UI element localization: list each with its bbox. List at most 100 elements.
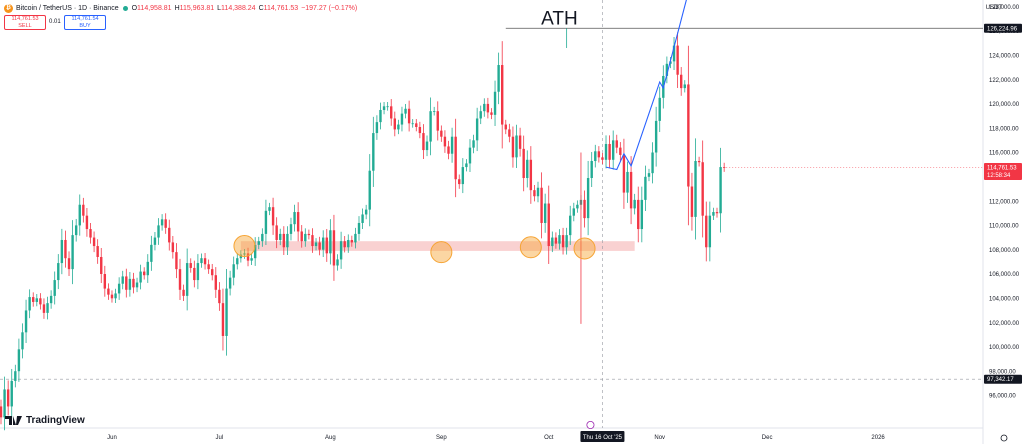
candle-body[interactable] xyxy=(71,235,74,270)
candle-body[interactable] xyxy=(440,130,443,137)
candle-body[interactable] xyxy=(576,204,579,209)
candle-body[interactable] xyxy=(483,103,486,112)
candle-body[interactable] xyxy=(110,294,114,299)
candle-body[interactable] xyxy=(357,222,361,234)
candle-body[interactable] xyxy=(228,277,232,289)
candle-body[interactable] xyxy=(203,258,207,265)
candle-body[interactable] xyxy=(719,167,722,214)
candle-body[interactable] xyxy=(32,297,35,302)
candle-body[interactable] xyxy=(715,212,719,214)
candle-body[interactable] xyxy=(128,278,132,290)
candle-body[interactable] xyxy=(117,283,121,294)
candle-body[interactable] xyxy=(282,233,286,248)
candle-body[interactable] xyxy=(311,235,314,247)
candle-body[interactable] xyxy=(307,233,311,236)
candle-body[interactable] xyxy=(236,258,239,265)
candle-body[interactable] xyxy=(243,253,246,255)
candle-body[interactable] xyxy=(526,159,529,179)
candle-body[interactable] xyxy=(289,224,293,234)
candle-body[interactable] xyxy=(354,233,357,243)
candle-body[interactable] xyxy=(465,163,468,168)
candle-body[interactable] xyxy=(146,261,149,276)
candle-body[interactable] xyxy=(536,187,540,197)
candle-body[interactable] xyxy=(386,106,389,108)
candle-body[interactable] xyxy=(275,225,278,240)
candle-body[interactable] xyxy=(89,229,92,238)
candle-body[interactable] xyxy=(411,123,414,125)
candle-body[interactable] xyxy=(619,147,622,155)
candle-body[interactable] xyxy=(565,235,568,248)
candle-body[interactable] xyxy=(436,111,439,131)
candle-body[interactable] xyxy=(590,161,593,179)
candle-body[interactable] xyxy=(347,239,350,248)
candle-body[interactable] xyxy=(160,219,164,226)
candle-body[interactable] xyxy=(153,237,157,245)
candle-body[interactable] xyxy=(665,63,669,76)
candle-body[interactable] xyxy=(60,239,64,264)
candle-body[interactable] xyxy=(53,280,56,296)
candle-body[interactable] xyxy=(601,157,604,160)
candle-body[interactable] xyxy=(193,267,196,281)
candle-body[interactable] xyxy=(10,380,13,407)
candle-body[interactable] xyxy=(375,122,379,134)
candle-body[interactable] xyxy=(608,143,611,160)
candle-body[interactable] xyxy=(293,212,296,225)
candle-body[interactable] xyxy=(296,212,300,232)
support-touch-marker[interactable] xyxy=(233,235,256,258)
event-marker-icon[interactable] xyxy=(586,420,595,429)
candle-body[interactable] xyxy=(304,233,307,242)
candle-body[interactable] xyxy=(490,112,493,115)
candle-body[interactable] xyxy=(461,167,465,185)
candle-body[interactable] xyxy=(261,233,264,242)
candle-body[interactable] xyxy=(121,276,124,284)
candle-body[interactable] xyxy=(640,199,644,230)
candle-body[interactable] xyxy=(325,237,328,254)
candle-body[interactable] xyxy=(622,154,626,193)
candle-body[interactable] xyxy=(454,136,457,180)
candle-body[interactable] xyxy=(447,146,450,154)
candle-body[interactable] xyxy=(78,204,81,226)
candle-body[interactable] xyxy=(604,143,608,160)
candle-body[interactable] xyxy=(705,215,708,248)
candle-body[interactable] xyxy=(218,289,221,304)
candle-body[interactable] xyxy=(246,253,250,261)
candle-body[interactable] xyxy=(393,118,396,130)
candle-body[interactable] xyxy=(14,371,17,381)
candle-body[interactable] xyxy=(125,276,128,290)
currency-label[interactable]: USDT xyxy=(985,5,1002,11)
candle-body[interactable] xyxy=(196,263,200,281)
candle-body[interactable] xyxy=(651,152,654,174)
candle-body[interactable] xyxy=(479,111,482,119)
candle-body[interactable] xyxy=(314,242,318,247)
candle-body[interactable] xyxy=(0,406,3,418)
settings-gear-icon[interactable] xyxy=(1000,434,1008,442)
candle-body[interactable] xyxy=(171,242,175,253)
candle-body[interactable] xyxy=(694,161,697,217)
candle-body[interactable] xyxy=(318,242,321,250)
candle-body[interactable] xyxy=(626,171,629,193)
candle-body[interactable] xyxy=(175,252,178,270)
candle-body[interactable] xyxy=(96,246,99,257)
candle-body[interactable] xyxy=(407,108,411,124)
candle-body[interactable] xyxy=(67,258,71,270)
candle-body[interactable] xyxy=(271,207,275,226)
candle-body[interactable] xyxy=(672,45,676,62)
candle-body[interactable] xyxy=(629,171,633,209)
candle-body[interactable] xyxy=(74,225,78,236)
candle-body[interactable] xyxy=(253,244,257,259)
candle-body[interactable] xyxy=(28,297,31,311)
candle-body[interactable] xyxy=(508,129,511,137)
candle-body[interactable] xyxy=(250,258,253,261)
candle-body[interactable] xyxy=(42,304,46,313)
candle-body[interactable] xyxy=(493,91,497,115)
candle-body[interactable] xyxy=(515,135,518,158)
candle-body[interactable] xyxy=(497,65,500,92)
candle-body[interactable] xyxy=(400,113,404,125)
candle-body[interactable] xyxy=(150,244,153,262)
candle-body[interactable] xyxy=(647,173,651,177)
candle-body[interactable] xyxy=(139,271,142,283)
candle-body[interactable] xyxy=(404,108,407,114)
candle-body[interactable] xyxy=(644,176,647,200)
candle-body[interactable] xyxy=(336,259,339,266)
candle-body[interactable] xyxy=(332,230,336,266)
